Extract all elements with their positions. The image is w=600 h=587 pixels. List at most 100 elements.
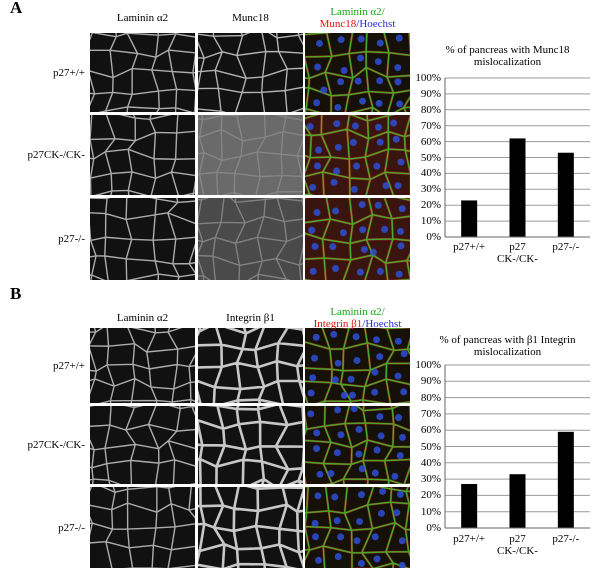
- nucleus: [333, 449, 341, 457]
- nucleus: [330, 330, 338, 338]
- membrane: [198, 328, 303, 403]
- merge-label: Laminin α2/Integrin β1/Hoechst: [300, 306, 415, 330]
- y-tick-label: 100%: [415, 359, 441, 371]
- nucleus: [340, 66, 348, 74]
- nucleus: [313, 99, 321, 107]
- x-tick-label: p27-/-: [552, 533, 580, 545]
- y-tick-label: 30%: [420, 473, 441, 486]
- nucleus: [382, 182, 390, 190]
- micrograph: [305, 406, 410, 484]
- x-tick-label: p27+/+: [453, 241, 486, 253]
- nucleus: [327, 470, 335, 478]
- nucleus: [395, 270, 403, 278]
- y-tick-label: 90%: [420, 87, 441, 100]
- merge-label-part: Laminin α2/: [330, 306, 385, 318]
- x-tick-label: p27 CK-/CK-: [497, 533, 538, 557]
- membrane: [90, 328, 195, 403]
- nucleus: [395, 34, 403, 42]
- merge-label-part: Laminin α2/: [330, 6, 385, 18]
- nucleus: [377, 509, 385, 517]
- y-tick-label: 40%: [420, 167, 441, 180]
- nucleus: [337, 78, 345, 86]
- nucleus: [339, 229, 347, 237]
- x-tick-label: p27-/-: [552, 241, 580, 253]
- nucleus: [333, 167, 341, 175]
- membrane: [90, 198, 195, 280]
- nucleus: [357, 560, 365, 568]
- y-tick-label: 20%: [420, 489, 441, 502]
- nucleus: [312, 533, 320, 541]
- row-label: p27CK-/CK-: [27, 149, 85, 161]
- micrograph: [198, 406, 303, 484]
- nucleus: [396, 490, 404, 498]
- nucleus: [372, 336, 380, 344]
- nucleus: [397, 242, 405, 250]
- nucleus: [376, 267, 384, 275]
- nucleus: [337, 431, 345, 439]
- nucleus: [376, 77, 384, 85]
- nucleus: [421, 332, 428, 339]
- column-label: Munc18: [232, 12, 269, 24]
- nucleus: [394, 372, 402, 380]
- membrane: [305, 406, 410, 484]
- y-tick-label: 0%: [426, 231, 441, 243]
- nucleus: [334, 406, 342, 414]
- y-tick-label: 90%: [420, 375, 441, 388]
- nucleus: [393, 509, 401, 517]
- nucleus: [320, 86, 328, 94]
- micrograph: [90, 406, 195, 484]
- nucleus: [396, 578, 403, 585]
- micrograph: [198, 33, 303, 112]
- micrograph: [198, 328, 303, 403]
- nucleus: [355, 425, 363, 433]
- membrane: [198, 115, 303, 195]
- micrograph: [198, 487, 303, 568]
- nucleus: [356, 268, 364, 276]
- nucleus: [306, 123, 314, 131]
- micrograph: [90, 33, 195, 112]
- nucleus: [424, 59, 431, 66]
- membrane: [305, 487, 410, 568]
- row-label: p27+/+: [53, 359, 85, 372]
- membrane: [198, 487, 303, 568]
- bar: [461, 200, 478, 237]
- nucleus: [373, 446, 381, 454]
- nucleus: [396, 100, 404, 108]
- nucleus: [340, 391, 348, 399]
- nucleus: [360, 245, 368, 253]
- micrograph: [90, 198, 195, 280]
- y-tick-label: 30%: [420, 183, 441, 196]
- nucleus: [394, 337, 402, 345]
- nucleus: [359, 226, 367, 234]
- nucleus: [356, 285, 363, 292]
- merge-label: Laminin α2/Munc18/Hoechst: [300, 6, 415, 30]
- nucleus: [331, 376, 339, 384]
- y-tick-label: 70%: [420, 407, 441, 420]
- nucleus: [411, 140, 418, 147]
- nucleus: [379, 487, 387, 495]
- membrane: [305, 33, 410, 112]
- nucleus: [309, 267, 317, 275]
- row-label: p27CK-/CK-: [27, 439, 85, 451]
- nucleus: [355, 577, 362, 584]
- nucleus: [416, 550, 423, 557]
- y-tick-label: 10%: [420, 215, 441, 228]
- micrograph: [198, 198, 303, 280]
- micrograph: [305, 33, 431, 112]
- column-label: Laminin α2: [116, 12, 169, 24]
- nucleus: [351, 122, 359, 130]
- bar: [461, 483, 478, 528]
- nucleus: [313, 445, 321, 453]
- micrograph: [305, 487, 423, 585]
- nucleus: [330, 573, 337, 580]
- row-label: p27+/+: [53, 66, 85, 79]
- nucleus: [337, 36, 345, 44]
- micrograph: [90, 487, 195, 568]
- nucleus: [313, 209, 321, 217]
- nucleus: [381, 225, 389, 233]
- membrane: [198, 33, 303, 112]
- nucleus: [374, 123, 382, 131]
- nucleus: [316, 470, 324, 478]
- panel-label: A: [10, 0, 23, 17]
- membrane: [305, 198, 410, 280]
